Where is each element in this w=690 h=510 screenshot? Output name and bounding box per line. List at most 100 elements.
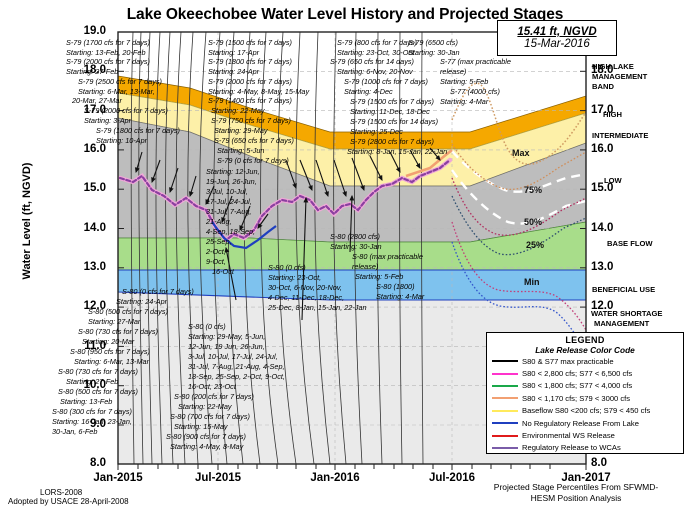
y-tick-label: 18.0 bbox=[83, 64, 106, 76]
band-label: HIGH LAKE bbox=[592, 62, 634, 71]
release-annotation: 3-Jul, 10-Jul, bbox=[206, 187, 248, 196]
release-annotation: S-79 (0 cfs for 7 days) bbox=[217, 156, 289, 165]
release-annotation: Starting: 11-Dec, 18-Dec bbox=[350, 107, 430, 116]
y-tick-label: 16.0 bbox=[83, 143, 106, 155]
release-annotation: Starting: 25-Dec bbox=[350, 127, 403, 136]
legend-rows: S80 & S77 max practicable S80 < 2,800 cfs… bbox=[487, 355, 683, 454]
y-tick-label: 11.0 bbox=[84, 340, 106, 352]
band-label: BAND bbox=[592, 82, 614, 91]
release-annotation: 25-Sep, bbox=[206, 237, 232, 246]
band-label: BENEFICIAL USE bbox=[592, 285, 656, 294]
release-annotation: Starting: 20-Mar bbox=[82, 337, 135, 346]
release-annotation: Starting: 27-Feb bbox=[66, 377, 119, 386]
release-annotation: Starting: 4-May, 8-May bbox=[170, 442, 244, 451]
y-tick-label-right: 12.0 bbox=[591, 300, 614, 312]
release-guide-curves bbox=[130, 32, 424, 464]
y-tick-label-right: 8.0 bbox=[591, 457, 607, 469]
release-annotation: S-80 (0 cfs) bbox=[268, 263, 306, 272]
y-tick-label: 19.0 bbox=[83, 25, 106, 37]
y-tick-label: 13.0 bbox=[83, 261, 106, 273]
x-tick-marks bbox=[117, 464, 587, 470]
release-annotation: S-80 (0 cfs for 7 days) bbox=[122, 287, 194, 296]
release-annotation: Starting: 29-May bbox=[214, 126, 268, 135]
legend-item: S80 < 1,800 cfs; S77 < 4,000 cfs bbox=[492, 380, 683, 392]
release-annotation: 30-Jan, 6-Feb bbox=[52, 427, 98, 436]
release-annotation: Starting: 4-Mar bbox=[440, 97, 489, 106]
release-annotation: S-79 (1800 cfs for 7 days) bbox=[96, 126, 180, 135]
release-annotation: Starting: 4-Dec bbox=[344, 87, 393, 96]
release-annotation: Starting: 22-May bbox=[211, 106, 265, 115]
release-annotation: Starting: 4-Mar bbox=[376, 292, 425, 301]
series-min bbox=[451, 221, 586, 331]
release-annotation: release) bbox=[352, 262, 379, 271]
release-annotation: Starting: 16-Jan, 23-Jan, bbox=[52, 417, 132, 426]
release-annotation: S-80 (1800) bbox=[376, 282, 415, 291]
series-max bbox=[451, 82, 586, 165]
release-annotation: S-79 (6500 cfs) bbox=[408, 38, 458, 47]
legend-title: LEGEND bbox=[565, 335, 605, 345]
release-annotation: S-79 (2800 cfs for 7 days) bbox=[350, 137, 434, 146]
release-annotation: S-79 (750 cfs for 7 days) bbox=[211, 116, 291, 125]
release-annotation: Starting: 24-Apr bbox=[116, 297, 168, 306]
release-annotation: 16-Oct, 23-Oct bbox=[188, 382, 236, 391]
release-annotation: S-79 (2000 cfs for 7 days) bbox=[84, 106, 168, 115]
release-annotation: 31-Jul, 7-Aug, bbox=[206, 207, 252, 216]
legend-item-label: S80 < 2,800 cfs; S77 < 6,500 cfs bbox=[522, 369, 633, 379]
release-annotation: S-79 (650 cfs for 7 days) bbox=[214, 136, 294, 145]
release-annotation: S-79 (650 cfs for 14 days) bbox=[330, 57, 414, 66]
footnote-lors: LORS-2008 bbox=[40, 488, 83, 497]
legend-swatch-icon bbox=[492, 397, 518, 400]
release-annotation: S-80 (730 cfs for 7 days) bbox=[58, 367, 138, 376]
release-annotation: Starting: 30-Jan bbox=[408, 48, 460, 57]
release-annotation: Starting: 13-Feb, 20-Feb bbox=[66, 48, 146, 57]
x-tick-label: Jul-2016 bbox=[428, 472, 476, 484]
legend-item: Regulatory Release to WCAs bbox=[492, 442, 683, 454]
release-annotation: S-77 (4000 cfs) bbox=[450, 87, 500, 96]
band-label: BASE FLOW bbox=[607, 239, 653, 248]
footnote-source: Projected Stage Percentiles From SFWMD-H… bbox=[493, 482, 659, 503]
release-annotation: S-79 (1500 cfs for 14 days) bbox=[350, 117, 439, 126]
release-annotation: Starting: 27-Mar bbox=[88, 317, 141, 326]
release-annotation: Starting: 17-Apr bbox=[208, 48, 260, 57]
release-annotation: Starting: 30-Jan bbox=[330, 242, 382, 251]
release-annotation: 4-Dec, 11-Dec, 18-Dec, bbox=[268, 293, 345, 302]
y-tick-label: 10.0 bbox=[83, 379, 106, 391]
release-annotation: S-80 (0 cfs) bbox=[188, 322, 226, 331]
legend-item-label: S80 < 1,170 cfs; S79 < 3000 cfs bbox=[522, 393, 631, 403]
legend-item: S80 < 1,170 cfs; S79 < 3000 cfs bbox=[492, 392, 683, 404]
annotation-arrows bbox=[134, 147, 441, 321]
series-50-percentile bbox=[451, 169, 586, 225]
percentile-label: 25% bbox=[526, 240, 545, 250]
release-annotation: S-80 (950 cfs for 7 days) bbox=[70, 347, 150, 356]
release-annotation: 19-Jun, 26-Jun, bbox=[206, 177, 257, 186]
release-annotation: Starting: 4-May, 8-May, 15-May bbox=[208, 87, 310, 96]
legend-item: Baseflow S80 <200 cfs; S79 < 450 cfs bbox=[492, 405, 683, 417]
series-25-percentile bbox=[451, 195, 586, 256]
release-annotation: 16-Oct bbox=[212, 267, 234, 276]
page-title: Lake Okeechobee Water Level History and … bbox=[126, 6, 564, 23]
series-historical-blue bbox=[211, 221, 277, 250]
y-tick-label: 14.0 bbox=[83, 222, 106, 234]
release-annotation: S-79 (1700 cfs for 7 days) bbox=[66, 38, 150, 47]
legend-swatch-icon bbox=[492, 372, 518, 375]
release-annotation: release) bbox=[440, 67, 467, 76]
legend: LEGEND Lake Release Color Code S80 & S77… bbox=[486, 332, 684, 454]
legend-item: S80 < 2,800 cfs; S77 < 6,500 cfs bbox=[492, 367, 683, 379]
series-max-upper bbox=[451, 143, 586, 191]
y-tick-label-right: 16.0 bbox=[591, 143, 614, 155]
y-tick-label-right: 15.0 bbox=[591, 182, 614, 194]
legend-subtitle: Lake Release Color Code bbox=[535, 345, 635, 355]
release-annotation: 25-Dec, 8-Jan, 15-Jan, 22-Jan bbox=[268, 303, 367, 312]
release-annotation: Starting: 6-Nov, 20-Nov bbox=[337, 67, 413, 76]
release-annotation: S-79 (2500 cfs for 7 days) bbox=[78, 77, 162, 86]
release-annotation: S-79 (1800 cfs for 7 days) bbox=[208, 57, 292, 66]
release-annotation: Starting: 12-Jun, bbox=[206, 167, 260, 176]
release-annotation: S-80 (730 cfs for 7 days) bbox=[78, 327, 158, 336]
band-label: HIGH bbox=[603, 110, 622, 119]
legend-item: No Regulatory Release From Lake bbox=[492, 417, 683, 429]
y-tick-label-right: 13.0 bbox=[591, 261, 614, 273]
legend-item-label: Baseflow S80 <200 cfs; S79 < 450 cfs bbox=[522, 406, 651, 416]
release-annotation: S-80 (200 cfs for 7 days) bbox=[174, 392, 254, 401]
release-annotation: Starting: 23-Oct, bbox=[268, 273, 322, 282]
band-label: LOW bbox=[604, 176, 622, 185]
